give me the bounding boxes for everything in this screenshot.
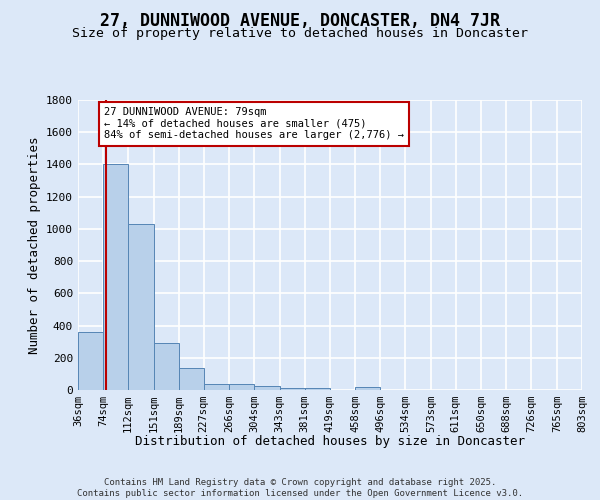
Bar <box>355 387 380 390</box>
Bar <box>128 224 154 390</box>
Bar <box>203 384 229 390</box>
Bar <box>280 388 305 390</box>
Bar <box>78 332 103 390</box>
Text: Contains HM Land Registry data © Crown copyright and database right 2025.
Contai: Contains HM Land Registry data © Crown c… <box>77 478 523 498</box>
Bar <box>103 164 128 390</box>
Bar <box>254 386 280 390</box>
Bar <box>154 344 179 390</box>
X-axis label: Distribution of detached houses by size in Doncaster: Distribution of detached houses by size … <box>135 435 525 448</box>
Y-axis label: Number of detached properties: Number of detached properties <box>28 136 41 354</box>
Bar <box>229 384 254 390</box>
Bar <box>179 368 203 390</box>
Text: 27 DUNNIWOOD AVENUE: 79sqm
← 14% of detached houses are smaller (475)
84% of sem: 27 DUNNIWOOD AVENUE: 79sqm ← 14% of deta… <box>104 108 404 140</box>
Bar <box>305 388 329 390</box>
Text: 27, DUNNIWOOD AVENUE, DONCASTER, DN4 7JR: 27, DUNNIWOOD AVENUE, DONCASTER, DN4 7JR <box>100 12 500 30</box>
Text: Size of property relative to detached houses in Doncaster: Size of property relative to detached ho… <box>72 28 528 40</box>
